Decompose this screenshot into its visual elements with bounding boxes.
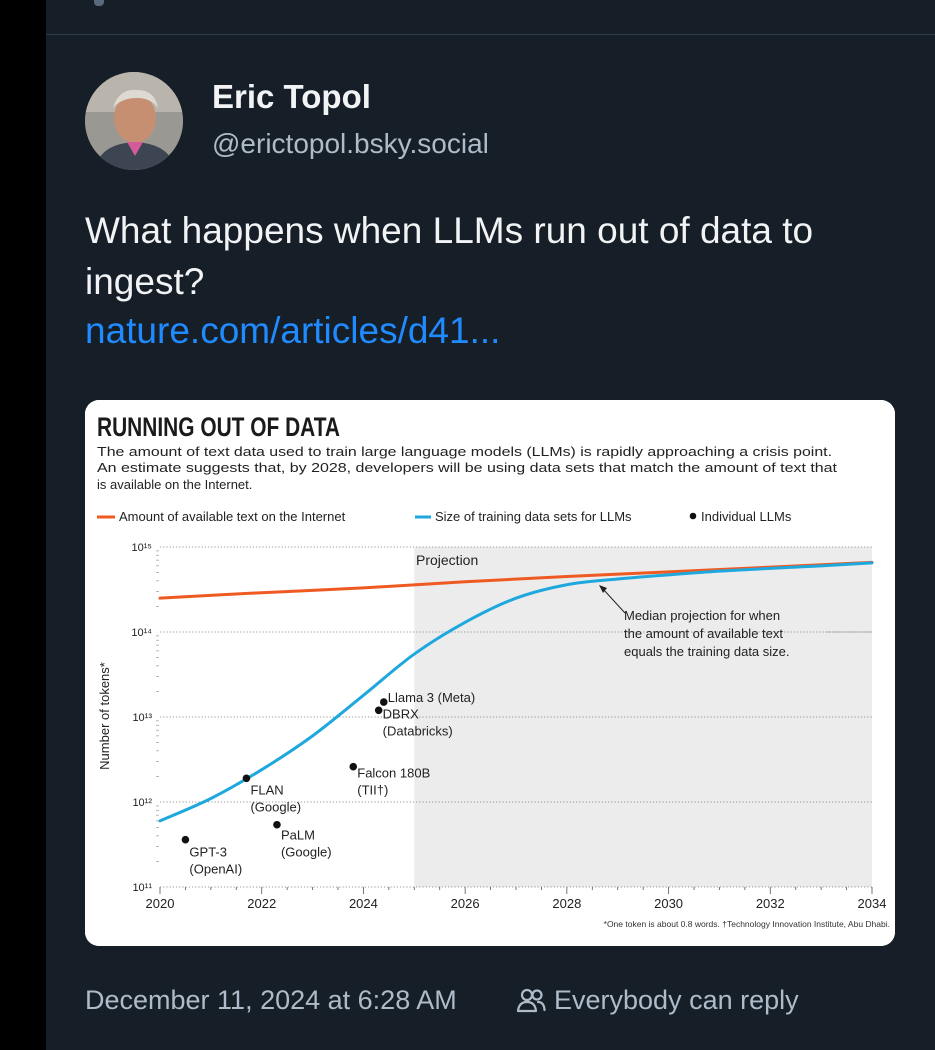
x-tick-label: 2034 <box>858 896 887 911</box>
article-link[interactable]: nature.com/articles/d41... <box>85 310 501 351</box>
author-avatar[interactable] <box>85 72 183 170</box>
annotation-line-2: the amount of available text <box>624 626 783 641</box>
training-data-line <box>158 561 874 823</box>
falcon-180b-point <box>349 762 358 771</box>
legend-llms: Individual LLMs <box>701 509 792 524</box>
annotation-line-3: equals the training data size. <box>624 644 790 659</box>
dbrx-point <box>374 706 383 715</box>
reply-setting-label: Everybody can reply <box>554 985 799 1015</box>
dbrx-label: DBRX <box>383 706 419 721</box>
flan-label: (Google) <box>250 799 301 814</box>
chart-subtitle-line-1: The amount of text data used to train la… <box>97 444 832 459</box>
chart-footnote: *One token is about 0.8 words. †Technolo… <box>604 919 890 929</box>
llama-3-label: Llama 3 (Meta) <box>388 690 475 705</box>
chart-image-card[interactable]: RUNNING OUT OF DATA The amount of text d… <box>85 400 895 946</box>
annotation-line-1: Median projection for when <box>624 608 780 623</box>
y-tick-label: 10¹⁴ <box>131 627 152 639</box>
x-tick-label: 2024 <box>349 896 378 911</box>
chart-subtitle-line-3: is available on the Internet. <box>97 477 252 492</box>
reply-setting[interactable]: Everybody can reply <box>516 985 799 1016</box>
y-tick-label: 10¹¹ <box>132 882 152 894</box>
projection-label: Projection <box>416 552 478 568</box>
post-timestamp[interactable]: December 11, 2024 at 6:28 AM <box>85 985 457 1015</box>
gpt-3-label: GPT-3 <box>189 845 227 860</box>
palm-label: (Google) <box>281 845 332 860</box>
dbrx-label: (Databricks) <box>383 723 453 738</box>
legend-internet: Amount of available text on the Internet <box>119 509 346 524</box>
falcon-180b-label: (TII†) <box>357 783 388 798</box>
legend-training: Size of training data sets for LLMs <box>435 509 632 524</box>
x-tick-label: 2022 <box>247 896 276 911</box>
gpt-3-point <box>181 835 190 844</box>
people-icon <box>516 988 546 1012</box>
x-tick-label: 2026 <box>451 896 480 911</box>
running-out-of-data-chart: RUNNING OUT OF DATA The amount of text d… <box>85 400 895 946</box>
post-text: What happens when LLMs run out of data t… <box>85 210 814 302</box>
y-tick-label: 10¹⁵ <box>132 542 152 554</box>
llama-3-point <box>379 698 388 706</box>
y-tick-label: 10¹² <box>132 797 152 809</box>
chart-subtitle-line-2: An estimate suggests that, by 2028, deve… <box>97 460 837 475</box>
x-tick-label: 2030 <box>654 896 683 911</box>
author-handle[interactable]: @erictopol.bsky.social <box>212 128 489 159</box>
flan-point <box>242 774 251 783</box>
top-divider <box>46 0 935 35</box>
x-tick-label: 2028 <box>552 896 581 911</box>
scroll-indicator <box>94 0 104 6</box>
y-axis-label: Number of tokens* <box>97 662 112 770</box>
flan-label: FLAN <box>250 782 283 797</box>
falcon-180b-label: Falcon 180B <box>357 766 430 781</box>
avatar-photo <box>85 72 183 170</box>
palm-label: PaLM <box>281 828 315 843</box>
annotation-arrowhead <box>599 585 607 593</box>
gpt-3-label: (OpenAI) <box>189 862 242 877</box>
palm-point <box>273 820 281 829</box>
legend-swatch-llms <box>689 512 697 520</box>
x-tick-label: 2032 <box>756 896 785 911</box>
author-name[interactable]: Eric Topol <box>212 78 371 115</box>
x-tick-label: 2020 <box>146 896 175 911</box>
y-tick-label: 10¹³ <box>132 712 152 724</box>
chart-title: RUNNING OUT OF DATA <box>97 412 340 442</box>
annotation-pointer <box>602 588 626 614</box>
